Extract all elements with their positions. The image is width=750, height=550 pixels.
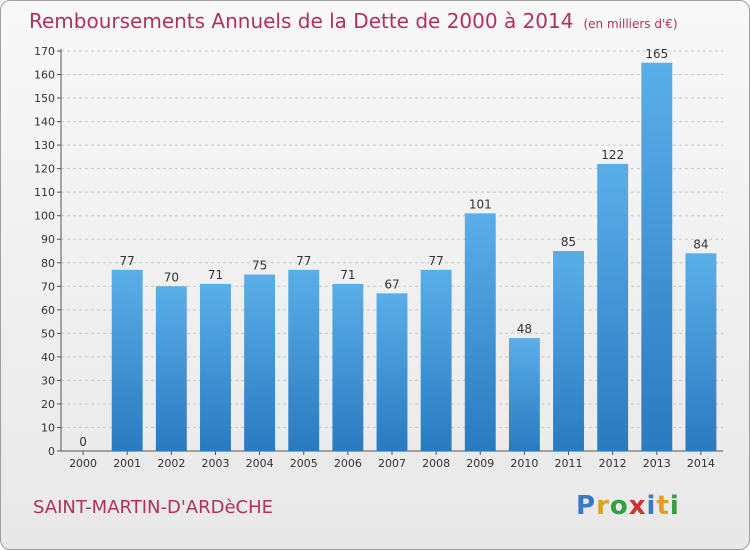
y-tick-label: 130 xyxy=(34,139,55,152)
y-tick-label: 160 xyxy=(34,69,55,82)
logo-letter: i xyxy=(669,491,680,521)
bar xyxy=(641,62,673,451)
y-tick-label: 90 xyxy=(41,233,55,246)
y-tick-label: 100 xyxy=(34,210,55,223)
bar-value-label: 75 xyxy=(252,259,267,273)
chart-title: Remboursements Annuels de la Dette de 20… xyxy=(29,9,678,33)
bar-value-label: 0 xyxy=(79,435,87,449)
bar-value-label: 71 xyxy=(208,268,223,282)
bar-value-label: 84 xyxy=(693,237,708,251)
bar-value-label: 70 xyxy=(164,270,179,284)
y-tick-label: 50 xyxy=(41,327,55,340)
bar-value-label: 71 xyxy=(340,268,355,282)
x-tick-label: 2012 xyxy=(599,457,627,470)
commune-name: SAINT-MARTIN-D'ARDèCHE xyxy=(33,497,274,518)
x-tick-label: 2006 xyxy=(334,457,362,470)
logo-letter: x xyxy=(628,491,647,521)
y-tick-label: 80 xyxy=(41,257,55,270)
y-tick-label: 20 xyxy=(41,398,55,411)
y-tick-label: 170 xyxy=(34,45,55,58)
bar xyxy=(111,269,143,451)
proxiti-logo: Proxiti xyxy=(576,491,680,521)
bars xyxy=(111,62,717,452)
y-tick-label: 140 xyxy=(34,116,55,129)
x-tick-label: 2000 xyxy=(69,457,97,470)
bar xyxy=(155,286,187,451)
bar-value-label: 77 xyxy=(296,254,311,268)
x-tick-label: 2013 xyxy=(643,457,671,470)
y-tick-label: 10 xyxy=(41,421,55,434)
y-tick-label: 110 xyxy=(34,186,55,199)
y-tick-label: 0 xyxy=(48,445,55,458)
x-tick-label: 2014 xyxy=(687,457,715,470)
x-tick-label: 2009 xyxy=(466,457,494,470)
bar xyxy=(420,269,452,451)
bar xyxy=(288,269,320,451)
y-tick-label: 40 xyxy=(41,351,55,364)
bar-value-label: 101 xyxy=(469,197,492,211)
bar-value-label: 165 xyxy=(645,47,668,61)
bar-value-label: 48 xyxy=(517,322,532,336)
unit-label: (en milliers d'€) xyxy=(583,17,678,31)
y-tick-label: 120 xyxy=(34,163,55,176)
bar xyxy=(597,163,629,452)
logo-letter: r xyxy=(596,491,610,521)
y-tick-label: 60 xyxy=(41,304,55,317)
bar-value-label: 77 xyxy=(428,254,443,268)
bar xyxy=(508,338,540,451)
logo-letter: i xyxy=(646,491,657,521)
x-tick-label: 2001 xyxy=(113,457,141,470)
y-tick-label: 70 xyxy=(41,280,55,293)
x-tick-label: 2011 xyxy=(555,457,583,470)
x-tick-label: 2007 xyxy=(378,457,406,470)
x-tick-label: 2004 xyxy=(246,457,274,470)
bar-value-label: 85 xyxy=(561,235,576,249)
logo-letter: P xyxy=(576,491,597,521)
bar xyxy=(244,274,276,451)
x-tick-label: 2008 xyxy=(422,457,450,470)
bar xyxy=(553,251,584,451)
x-tick-label: 2002 xyxy=(157,457,185,470)
bar-value-label: 67 xyxy=(384,277,399,291)
x-tick-label: 2003 xyxy=(201,457,229,470)
bar xyxy=(332,283,364,451)
logo-letter: t xyxy=(656,491,670,521)
title-text: Remboursements Annuels de la Dette de 20… xyxy=(29,9,574,33)
bar xyxy=(464,213,496,451)
labels: 0 10 20 30 40 50 60 70 80 90 100 110 120 130 140 150 160… xyxy=(34,45,715,470)
x-tick-label: 2010 xyxy=(510,457,538,470)
bar xyxy=(200,283,231,451)
x-tick-label: 2005 xyxy=(290,457,318,470)
y-tick-label: 30 xyxy=(41,374,55,387)
bar-value-label: 122 xyxy=(601,148,624,162)
bar-value-label: 77 xyxy=(120,254,135,268)
bar xyxy=(376,293,408,451)
y-tick-label: 150 xyxy=(34,92,55,105)
bar xyxy=(685,253,717,451)
logo-letter: o xyxy=(609,491,629,521)
